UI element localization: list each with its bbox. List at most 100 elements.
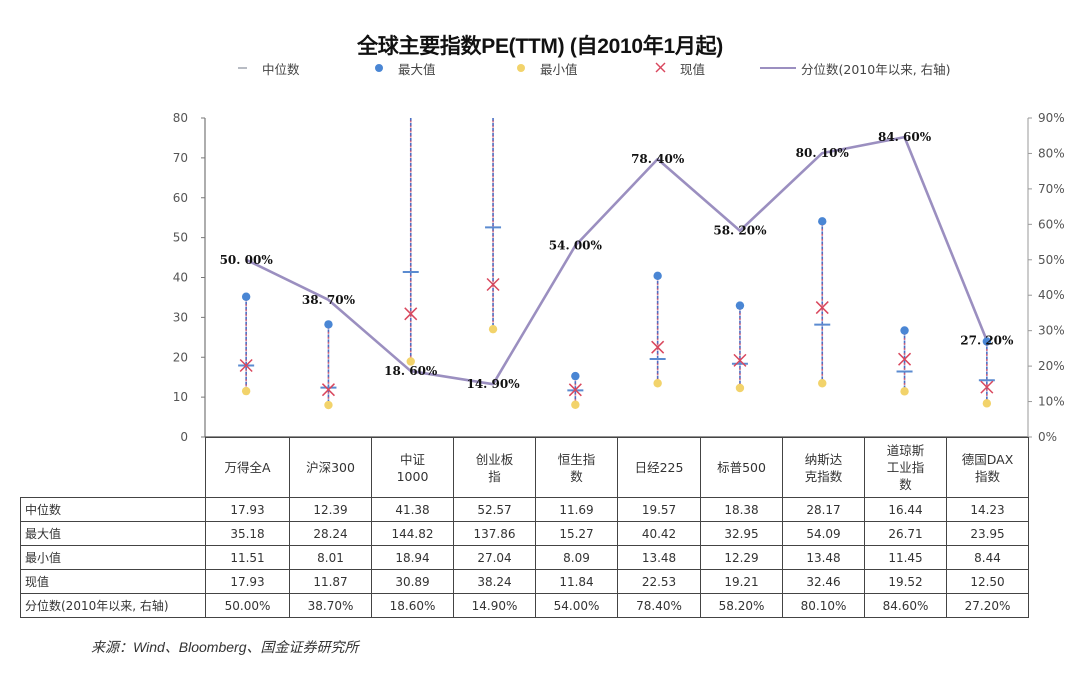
left-tick-label: 0 <box>180 430 188 444</box>
table-cell: 54.09 <box>782 521 865 546</box>
current-point <box>404 307 418 321</box>
current-point <box>898 352 912 366</box>
right-tick-label: 40% <box>1038 288 1065 302</box>
table-cell: 54.00% <box>535 593 618 618</box>
table-cell: 14.23 <box>946 497 1029 522</box>
min-point <box>241 386 251 396</box>
max-point <box>571 371 580 381</box>
table-cell: 50.00% <box>205 593 290 618</box>
table-corner-cell <box>20 437 206 498</box>
right-tick-label: 90% <box>1038 111 1065 125</box>
table-header-row: 万得全A 沪深300 中证 1000 创业板指恒生指数日经225 标普500 纳斯达 克指数道… <box>20 437 1029 498</box>
min-point <box>900 387 909 396</box>
left-tick-label: 10 <box>173 390 188 404</box>
table-cell: 11.84 <box>535 569 618 594</box>
table-cell: 78.40% <box>617 593 701 618</box>
table-cell: 22.53 <box>617 569 701 594</box>
right-tick-label: 70% <box>1038 182 1065 196</box>
percentile-data-label: 38. 70% <box>302 293 356 307</box>
source-note: 来源：Wind、Bloomberg、国金证券研究所 <box>91 639 359 655</box>
table-cell: 26.71 <box>864 521 947 546</box>
table-row: 现值 17.93 11.87 30.89 38.24 11.84 22.53 19.21 32.… <box>20 569 1029 594</box>
table-cell: 13.48 <box>782 545 865 570</box>
table-cell: 14.90% <box>453 593 536 618</box>
table-cell: 80.10% <box>782 593 865 618</box>
current-point-stroke <box>239 358 253 373</box>
table-cell: 38.24 <box>453 569 536 594</box>
table-cell: 13.48 <box>617 545 701 570</box>
max-point <box>653 271 662 281</box>
table-cell: 19.57 <box>617 497 701 522</box>
left-tick-label: 50 <box>173 231 188 245</box>
current-point-stroke <box>651 340 665 354</box>
table-header-cell: 纳斯达 克指数 <box>782 437 865 498</box>
legend-label: 分位数(2010年以来, 右轴) <box>801 61 951 77</box>
current-point <box>486 277 500 292</box>
percentile-data-label: 14. 90% <box>466 377 520 391</box>
table-cell: 23.95 <box>946 521 1029 546</box>
left-tick-label: 80 <box>173 111 188 125</box>
legend-item-current: 现值 <box>650 58 705 78</box>
min-point <box>818 379 827 388</box>
table-cell: 84.60% <box>864 593 947 618</box>
min-point <box>488 324 498 334</box>
table-cell: 12.29 <box>700 545 783 570</box>
table-cell: 28.24 <box>289 521 372 546</box>
table-cell: 27.20% <box>946 593 1029 618</box>
percentile-data-label: 80. 10% <box>796 146 850 160</box>
right-tick-label: 30% <box>1038 324 1065 338</box>
table-cell: 11.45 <box>864 545 947 570</box>
circle-marker-icon <box>510 58 532 78</box>
right-tick-label: 60% <box>1038 217 1065 231</box>
table-header-cell: 创业板指 <box>453 437 536 498</box>
table-cell: 12.50 <box>946 569 1029 594</box>
legend-item-min: 最小值 <box>510 58 578 78</box>
dash-marker-icon <box>232 58 254 78</box>
table-cell: 18.94 <box>371 545 454 570</box>
table-cell: 8.44 <box>946 545 1029 570</box>
left-tick-label: 70 <box>173 151 188 165</box>
table-cell: 32.46 <box>782 569 865 594</box>
table-cell: 17.93 <box>205 569 290 594</box>
table-cell: 11.87 <box>289 569 372 594</box>
table-cell: 18.38 <box>700 497 783 522</box>
percentile-data-label: 50. 00% <box>220 253 274 267</box>
left-tick-label: 20 <box>173 350 188 364</box>
right-tick-label: 10% <box>1038 395 1065 409</box>
current-point-stroke <box>733 353 747 367</box>
current-point-stroke <box>980 380 994 394</box>
current-point <box>980 380 994 394</box>
min-point <box>982 399 992 408</box>
max-point <box>735 301 745 310</box>
max-point <box>900 326 909 335</box>
legend-item-percentile: 分位数(2010年以来, 右轴) <box>758 58 951 78</box>
table-cell: 18.60% <box>371 593 454 618</box>
table-header-cell: 中证 1000 <box>371 437 454 498</box>
table-cell: 16.44 <box>864 497 947 522</box>
table-cell: 144.82 <box>371 521 454 546</box>
table-cell: 17.93 <box>205 497 290 522</box>
legend-item-median: 中位数 <box>232 58 300 78</box>
row-label: 最小值 <box>20 545 206 570</box>
table-row: 最小值 11.51 8.01 18.94 27.04 8.09 13.48 12.29 13.4… <box>20 545 1029 570</box>
table-row: 中位数 17.93 12.39 41.38 52.57 11.69 19.57 18.38 28… <box>20 497 1029 522</box>
table-row: 最大值 35.18 28.24 144.82 137.86 15.27 40.42 32.95… <box>20 521 1029 546</box>
current-point <box>568 383 582 397</box>
table-header-cell: 沪深300 <box>289 437 372 498</box>
left-tick-label: 60 <box>173 191 188 205</box>
legend-label: 中位数 <box>262 61 300 77</box>
left-tick-label: 30 <box>173 310 188 324</box>
current-point-stroke <box>321 383 335 397</box>
table-cell: 19.21 <box>700 569 783 594</box>
min-point <box>653 379 662 388</box>
current-point-stroke <box>404 307 418 321</box>
legend-label: 现值 <box>680 61 706 77</box>
right-tick-label: 50% <box>1038 253 1065 267</box>
table-cell: 28.17 <box>782 497 865 522</box>
data-table: 万得全A 沪深300 中证 1000 创业板指恒生指数日经225 标普500 纳斯达 克指数道… <box>20 437 1029 618</box>
current-point-stroke <box>815 301 829 315</box>
legend-item-max: 最大值 <box>368 58 436 78</box>
legend-label: 最小值 <box>540 61 578 77</box>
percentile-data-label: 58. 20% <box>713 224 767 238</box>
